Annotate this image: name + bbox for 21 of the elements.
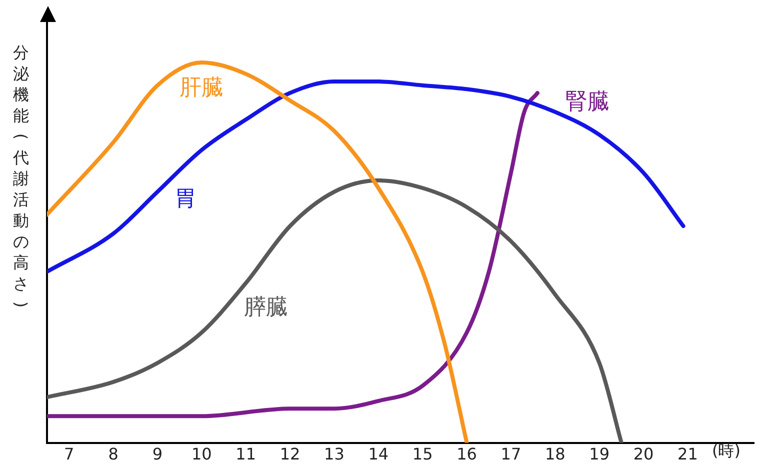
x-tick-label: 9 xyxy=(152,444,163,464)
x-tick-label: 18 xyxy=(544,444,566,464)
x-tick-label: 20 xyxy=(633,444,654,464)
x-tick-label: 21 xyxy=(678,444,698,464)
text: 分泌機能(代謝活動の高さ) xyxy=(12,43,30,308)
x-tick-label: 7 xyxy=(64,444,74,464)
x-tick-label: 8 xyxy=(108,444,118,464)
x-tick-label: 10 xyxy=(191,444,212,464)
series-label: 腎臓 xyxy=(565,90,610,115)
x-axis-title: (時) xyxy=(712,441,740,462)
x-tick-label: 11 xyxy=(236,444,256,464)
x-tick-label: 13 xyxy=(324,444,344,464)
x-tick-label: 16 xyxy=(456,444,477,464)
x-tick-label: 15 xyxy=(412,444,433,464)
series-label: 膵臓 xyxy=(244,294,288,320)
series-label: 肝臓 xyxy=(180,75,224,100)
x-tick-label: 12 xyxy=(280,444,300,464)
x-tick-label: 17 xyxy=(500,444,522,464)
x-tick-label: 14 xyxy=(368,444,389,464)
series-label: 胃 xyxy=(174,186,197,212)
x-tick-label: 19 xyxy=(589,444,610,464)
